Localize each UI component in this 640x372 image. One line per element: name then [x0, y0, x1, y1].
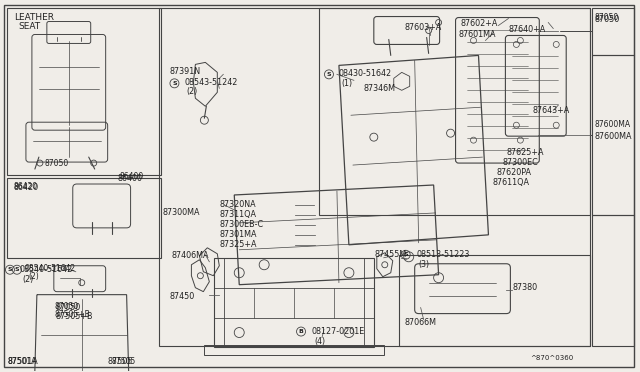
Text: 86400: 86400	[120, 172, 144, 181]
Text: 87300MA: 87300MA	[163, 208, 200, 217]
Text: S: S	[8, 267, 12, 272]
Bar	[592, 215, 634, 346]
Text: 87066M: 87066M	[404, 318, 436, 327]
Text: 87611QA: 87611QA	[492, 178, 529, 187]
Text: 87620PA: 87620PA	[497, 168, 531, 177]
Text: 87643+A: 87643+A	[532, 106, 570, 115]
Text: B: B	[299, 329, 303, 334]
Text: 87600MA: 87600MA	[594, 120, 630, 129]
Bar	[204, 346, 384, 356]
Text: 87301MA: 87301MA	[220, 230, 257, 239]
Text: (2): (2)	[28, 272, 38, 281]
Bar	[159, 7, 590, 346]
Text: 87601MA: 87601MA	[458, 31, 496, 39]
Text: (4): (4)	[314, 337, 325, 346]
Text: 08127-0201E: 08127-0201E	[311, 327, 364, 336]
Text: 87320NA: 87320NA	[220, 200, 256, 209]
Text: 87050: 87050	[594, 13, 618, 22]
Text: ^870^0360: ^870^0360	[531, 356, 573, 362]
Text: 86420: 86420	[14, 183, 39, 192]
Text: 87501A: 87501A	[8, 357, 37, 366]
Text: 86420: 86420	[14, 182, 38, 191]
Text: 87455M: 87455M	[375, 250, 407, 259]
Text: 87505+B: 87505+B	[56, 312, 93, 321]
Text: (2): (2)	[186, 87, 198, 96]
Text: 87325+A: 87325+A	[220, 240, 257, 249]
Text: 08513-51223: 08513-51223	[417, 250, 470, 259]
Text: 08430-51642: 08430-51642	[339, 69, 392, 78]
Text: 87050: 87050	[56, 303, 81, 312]
Text: 87505+B: 87505+B	[55, 310, 91, 318]
Text: 87050: 87050	[55, 302, 79, 311]
Text: 86400: 86400	[118, 174, 143, 183]
Text: (2): (2)	[22, 275, 33, 284]
Text: S: S	[403, 252, 408, 257]
Text: 87300EC: 87300EC	[502, 158, 538, 167]
Text: SEAT: SEAT	[18, 22, 40, 31]
Text: 08540-51642: 08540-51642	[25, 264, 76, 273]
Bar	[214, 258, 374, 347]
Text: LEATHER: LEATHER	[14, 13, 54, 22]
Text: 87602+A: 87602+A	[461, 19, 498, 28]
Text: 08540-51642: 08540-51642	[20, 265, 73, 274]
Bar	[399, 255, 590, 346]
Text: 87501A: 87501A	[8, 357, 39, 366]
Text: 87640+A: 87640+A	[508, 25, 546, 33]
Text: (3): (3)	[419, 260, 430, 269]
Text: 87346M: 87346M	[364, 84, 396, 93]
Bar	[592, 55, 634, 215]
Text: S: S	[326, 72, 332, 77]
Text: 87450: 87450	[170, 292, 195, 301]
Bar	[7, 7, 161, 175]
Text: 08543-51242: 08543-51242	[184, 78, 238, 87]
Text: 87311QA: 87311QA	[220, 210, 256, 219]
Bar	[592, 7, 634, 55]
Bar	[7, 178, 161, 258]
Text: S: S	[15, 267, 19, 272]
Bar	[319, 7, 590, 215]
Text: 87625+A: 87625+A	[506, 148, 544, 157]
Text: 87600MA: 87600MA	[594, 132, 632, 141]
Text: 87380: 87380	[513, 283, 538, 292]
Text: 87406MA: 87406MA	[172, 251, 209, 260]
Text: S: S	[172, 81, 177, 86]
Text: 87300EB-C: 87300EB-C	[220, 220, 264, 229]
Text: 87391N: 87391N	[170, 67, 200, 76]
Text: 87505: 87505	[111, 357, 136, 366]
Text: 87050: 87050	[594, 15, 620, 23]
Text: 87505: 87505	[108, 357, 133, 366]
Text: 87603+A: 87603+A	[404, 23, 442, 32]
Text: 87050: 87050	[45, 159, 69, 168]
Text: (1): (1)	[341, 79, 352, 88]
